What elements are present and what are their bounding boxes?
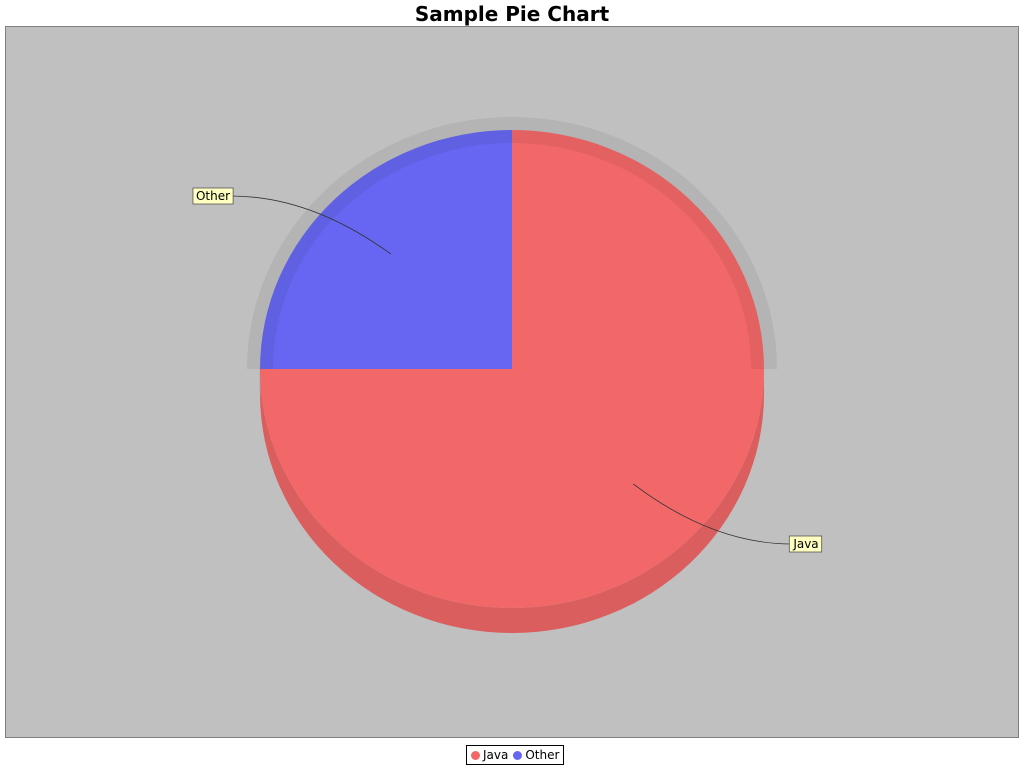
slice-label-java: Java bbox=[792, 537, 818, 551]
slice-label-box-java bbox=[788, 535, 823, 553]
legend-swatch-java bbox=[471, 750, 480, 760]
chart-title: Sample Pie Chart bbox=[414, 2, 610, 26]
legend-item-other: Other bbox=[513, 748, 559, 762]
leader-line-other bbox=[230, 195, 392, 255]
legend-label-other: Other bbox=[525, 748, 560, 762]
legend-item-java: Java bbox=[471, 748, 508, 762]
legend-swatch-other bbox=[513, 750, 523, 760]
leader-line-java bbox=[632, 483, 793, 545]
slice-label-other: Other bbox=[196, 189, 230, 203]
legend: Java Other bbox=[466, 745, 565, 765]
slice-label-box-other bbox=[192, 187, 234, 205]
legend-label-java: Java bbox=[483, 748, 509, 762]
pie-slice-other bbox=[260, 130, 512, 369]
pie-top-shade bbox=[247, 117, 777, 370]
